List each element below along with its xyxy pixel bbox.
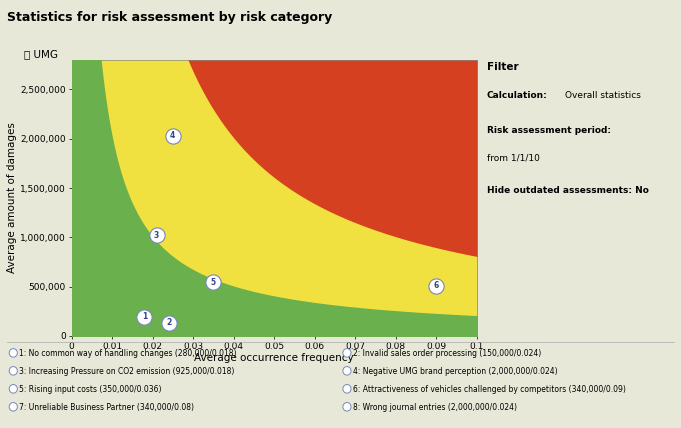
Point <box>208 279 219 285</box>
Point <box>151 232 162 239</box>
X-axis label: Average occurrence frequency: Average occurrence frequency <box>194 353 354 363</box>
Circle shape <box>343 348 351 357</box>
Y-axis label: Average amount of damages: Average amount of damages <box>7 122 18 273</box>
Circle shape <box>10 385 18 393</box>
Circle shape <box>343 402 351 411</box>
Text: 2: 2 <box>166 318 172 327</box>
Circle shape <box>10 402 18 411</box>
Text: Calculation:: Calculation: <box>487 91 548 100</box>
Point <box>139 313 150 320</box>
Text: 3: Increasing Pressure on CO2 emission (925,000/0.018): 3: Increasing Pressure on CO2 emission (… <box>19 366 234 376</box>
Circle shape <box>10 348 18 357</box>
Text: 6: 6 <box>434 281 439 290</box>
Text: Statistics for risk assessment by risk category: Statistics for risk assessment by risk c… <box>7 11 332 24</box>
Text: Hide outdated assessments: No: Hide outdated assessments: No <box>487 186 649 195</box>
Text: 6: Attractiveness of vehicles challenged by competitors (340,000/0.09): 6: Attractiveness of vehicles challenged… <box>353 384 626 394</box>
Text: 4: 4 <box>170 131 176 140</box>
Point <box>168 132 178 139</box>
Circle shape <box>343 366 351 375</box>
Text: from 1/1/10: from 1/1/10 <box>487 154 540 163</box>
Text: 1: No common way of handling changes (280,000/0.018): 1: No common way of handling changes (28… <box>19 348 236 358</box>
Text: 5: 5 <box>210 278 216 287</box>
Text: 2: Invalid sales order processing (150,000/0.024): 2: Invalid sales order processing (150,0… <box>353 348 541 358</box>
Circle shape <box>10 366 18 375</box>
Text: 7: Unreliable Business Partner (340,000/0.08): 7: Unreliable Business Partner (340,000/… <box>19 402 194 412</box>
Point <box>163 319 174 326</box>
Text: 1: 1 <box>142 312 147 321</box>
Text: 4: Negative UMG brand perception (2,000,000/0.024): 4: Negative UMG brand perception (2,000,… <box>353 366 557 376</box>
Text: 5: Rising input costs (350,000/0.036): 5: Rising input costs (350,000/0.036) <box>19 384 161 394</box>
Text: 3: 3 <box>154 231 159 240</box>
Text: 8: Wrong journal entries (2,000,000/0.024): 8: Wrong journal entries (2,000,000/0.02… <box>353 402 517 412</box>
Text: Overall statistics: Overall statistics <box>565 91 641 100</box>
Text: Risk assessment period:: Risk assessment period: <box>487 126 611 135</box>
Point <box>430 282 441 289</box>
Text: 山 UMG: 山 UMG <box>24 49 58 59</box>
Circle shape <box>343 385 351 393</box>
Text: Filter: Filter <box>487 62 518 72</box>
